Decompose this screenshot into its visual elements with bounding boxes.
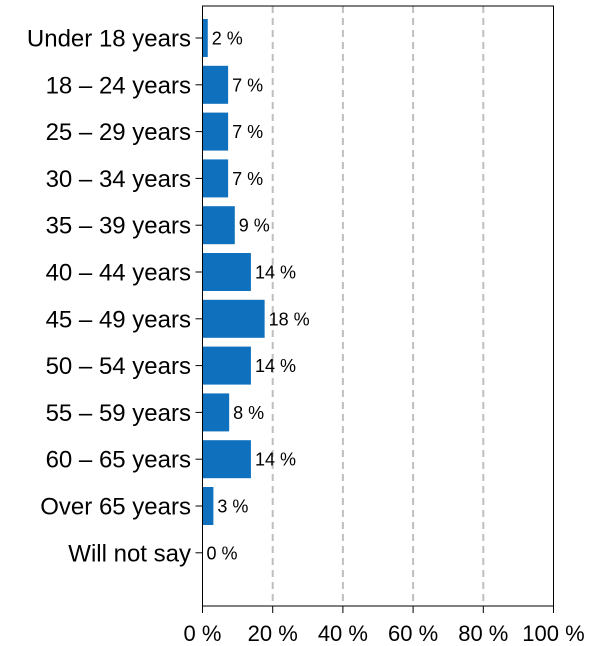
bar bbox=[202, 253, 251, 291]
x-tick-label: 40 % bbox=[318, 621, 368, 646]
data-label: 7 % bbox=[232, 75, 263, 95]
plot-frame bbox=[202, 5, 554, 607]
data-label: 7 % bbox=[232, 122, 263, 142]
axes bbox=[195, 5, 554, 613]
bar bbox=[202, 19, 208, 57]
data-label: 18 % bbox=[269, 309, 310, 329]
bar bbox=[202, 159, 229, 198]
bar bbox=[202, 206, 235, 245]
bars bbox=[202, 19, 265, 525]
data-label: 3 % bbox=[217, 497, 248, 517]
data-label: 0 % bbox=[207, 543, 238, 563]
x-tick-label: 80 % bbox=[458, 621, 508, 646]
data-label: 8 % bbox=[233, 403, 264, 423]
bar bbox=[202, 440, 251, 479]
bar bbox=[202, 346, 251, 385]
grid-lines bbox=[271, 6, 485, 606]
bar bbox=[202, 112, 229, 151]
data-label: 7 % bbox=[232, 169, 263, 189]
data-label: 14 % bbox=[255, 263, 296, 283]
category-label: Will not say bbox=[68, 540, 191, 567]
category-label: 55 – 59 years bbox=[46, 400, 191, 427]
category-label: 30 – 34 years bbox=[46, 166, 191, 193]
x-tick-label: 0 % bbox=[184, 621, 222, 646]
bar bbox=[202, 487, 214, 525]
category-label: 60 – 65 years bbox=[46, 447, 191, 474]
category-label: 25 – 29 years bbox=[46, 119, 191, 146]
data-label: 9 % bbox=[239, 216, 270, 236]
category-label: 40 – 44 years bbox=[46, 260, 191, 287]
bar bbox=[202, 393, 230, 432]
x-tick-label: 100 % bbox=[522, 621, 584, 646]
x-tick-label: 60 % bbox=[388, 621, 438, 646]
labels: 0 % 20 % 40 % 60 % 80 % 100 % Under 18 years 2 … bbox=[27, 26, 585, 646]
category-label: 50 – 54 years bbox=[46, 353, 191, 380]
bar bbox=[202, 65, 229, 104]
x-tick-label: 20 % bbox=[248, 621, 298, 646]
category-label: 45 – 49 years bbox=[46, 306, 191, 333]
data-label: 14 % bbox=[255, 356, 296, 376]
category-label: 18 – 24 years bbox=[46, 72, 191, 99]
bar bbox=[202, 299, 265, 338]
data-label: 2 % bbox=[212, 29, 243, 49]
category-label: Over 65 years bbox=[40, 494, 191, 521]
category-label: Under 18 years bbox=[27, 26, 191, 53]
category-label: 35 – 39 years bbox=[46, 213, 191, 240]
data-label: 14 % bbox=[255, 450, 296, 470]
